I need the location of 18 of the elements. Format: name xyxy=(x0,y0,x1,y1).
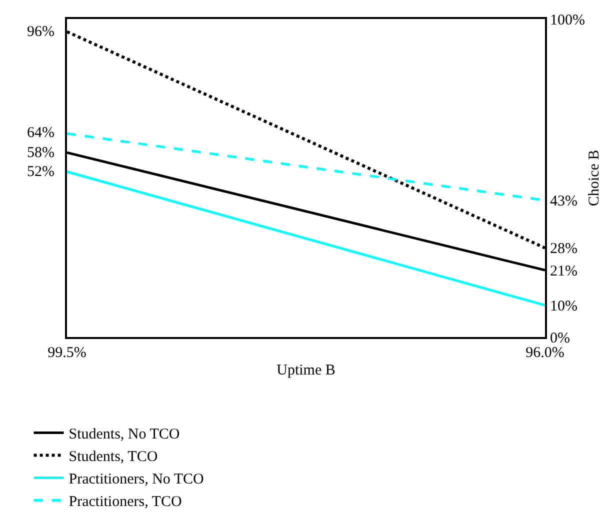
legend-label: Practitioners, TCO xyxy=(68,494,182,510)
y-tick-label: 10% xyxy=(550,298,578,314)
x-tick-label: 96.0% xyxy=(526,345,564,361)
legend-label: Practitioners, No TCO xyxy=(68,472,204,488)
data-label: 52% xyxy=(27,164,54,180)
data-label: 96% xyxy=(27,24,54,40)
x-axis-title: Uptime B xyxy=(276,362,336,378)
y-tick-label: 28% xyxy=(550,241,578,258)
legend-label: Students, No TCO xyxy=(68,426,180,443)
y-tick-label: 43% xyxy=(550,194,578,210)
data-label: 64% xyxy=(27,125,54,141)
legend-label: Students, TCO xyxy=(68,449,158,466)
y-tick-label: 21% xyxy=(550,263,578,280)
data-label: 58% xyxy=(27,145,54,161)
y-axis-title: Choice B xyxy=(586,150,602,206)
x-tick-label: 99.5% xyxy=(48,345,86,361)
y-tick-label: 100% xyxy=(550,12,585,28)
y-tick-label: 0% xyxy=(550,330,570,346)
